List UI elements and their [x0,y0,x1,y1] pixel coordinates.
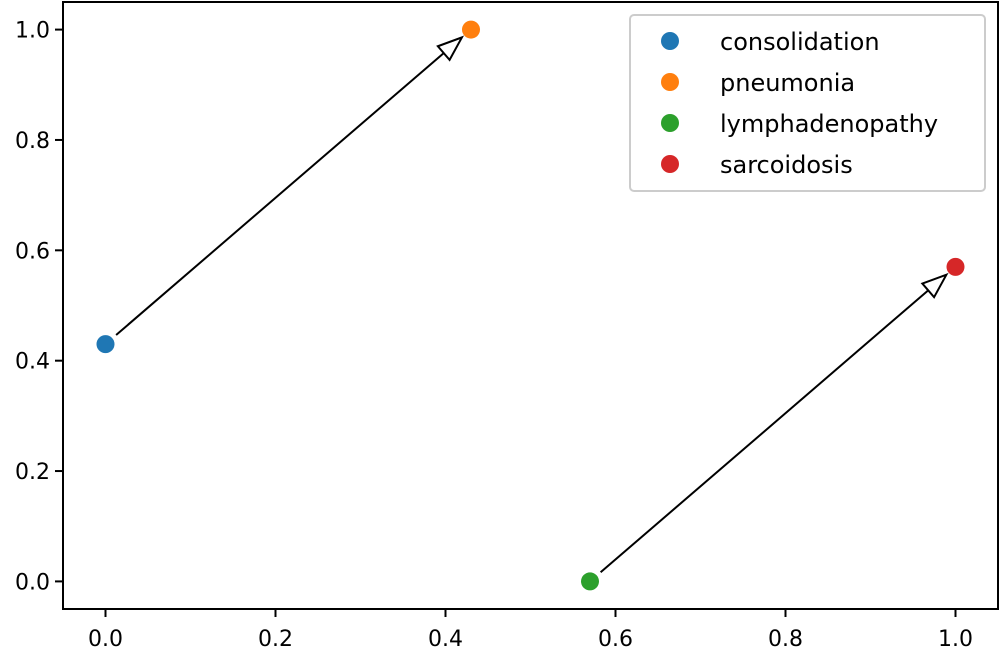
x-tick-label: 0.8 [768,627,803,651]
arrow-head-1 [436,35,465,62]
x-tick-label: 0.6 [598,627,633,651]
point-sarcoidosis [946,257,965,276]
arrows [115,35,949,574]
x-tick-label: 0.2 [258,627,293,651]
y-tick-label: 0.6 [15,239,50,264]
y-tick-label: 0.8 [15,129,50,154]
point-consolidation [96,335,115,354]
y-tick-label: 1.0 [15,19,50,44]
x-tick-label: 1.0 [938,627,973,651]
legend-marker-lymphadenopathy [661,114,679,132]
x-tick-label: 0.0 [88,627,123,651]
legend: consolidation pneumonia lymphadenopathy sar… [629,14,986,192]
y-tick-label: 0.0 [15,570,50,595]
y-tick-label: 0.2 [15,460,50,485]
point-lymphadenopathy [581,572,599,591]
x-tick-label: 0.4 [428,627,463,651]
legend-label: sarcoidosis [720,151,853,179]
legend-label: lymphadenopathy [720,110,938,138]
legend-box [629,14,986,192]
axes: 0.0 0.2 0.4 0.6 0.8 1.0 0.0 0.2 0.4 0.6 0.8 1.0 [15,1,999,651]
y-tick-label: 0.4 [15,350,50,375]
data-points [96,20,965,591]
legend-marker-consolidation [661,32,679,50]
legend-marker-sarcoidosis [661,155,679,173]
axes-frame [62,1,999,610]
arrow-line-2 [599,289,929,574]
arrow-head-2 [920,272,949,299]
legend-label: pneumonia [720,69,855,97]
point-pneumonia [462,20,480,39]
arrow-line-1 [115,52,445,336]
legend-label: consolidation [720,28,880,56]
legend-marker-pneumonia [661,73,679,91]
